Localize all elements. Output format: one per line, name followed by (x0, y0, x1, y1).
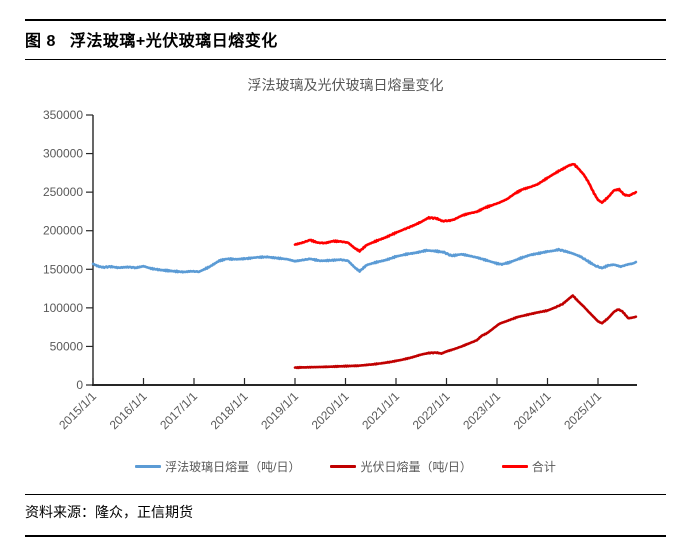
y-axis-label: 0 (76, 378, 83, 392)
y-axis-label: 300000 (43, 147, 83, 161)
legend-item-total: 合计 (501, 458, 556, 475)
legend-label: 浮法玻璃日熔量（吨/日） (165, 460, 301, 474)
x-axis-label: 2024/1/1 (511, 389, 554, 432)
figure-caption: 图 8 浮法玻璃+光伏玻璃日熔变化 (25, 27, 278, 51)
legend-item-pv-glass: 光伏日熔量（吨/日） (330, 458, 472, 475)
series-line-1 (293, 294, 638, 370)
y-axis-label: 200000 (43, 224, 83, 238)
x-axis-label: 2018/1/1 (208, 389, 251, 432)
header-bottom-rule (25, 59, 666, 60)
header-top-rule (25, 19, 666, 21)
series-line-0 (91, 247, 638, 274)
float-glass-line-swatch (135, 465, 162, 468)
x-axis-label: 2023/1/1 (460, 389, 503, 432)
pv-glass-line-swatch (330, 465, 357, 468)
x-axis-label: 2025/1/1 (561, 389, 604, 432)
x-axis-label: 2015/1/1 (56, 389, 99, 432)
legend-item-float-glass: 浮法玻璃日熔量（吨/日） (135, 458, 300, 475)
x-axis-label: 2020/1/1 (309, 389, 352, 432)
series-line-2 (293, 162, 638, 253)
x-axis-label: 2017/1/1 (157, 389, 200, 432)
figure-title: 浮法玻璃+光伏玻璃日熔变化 (69, 33, 278, 50)
y-axis-label: 100000 (43, 301, 83, 315)
chart-title: 浮法玻璃及光伏玻璃日熔量变化 (247, 77, 444, 93)
figure-number: 图 8 (25, 33, 56, 50)
y-axis-label: 350000 (43, 108, 83, 122)
footer-bottom-rule (25, 535, 666, 537)
x-axis-label: 2021/1/1 (359, 389, 402, 432)
legend-label: 合计 (531, 460, 556, 474)
y-axis-label: 50000 (50, 339, 84, 353)
chart-legend: 浮法玻璃日熔量（吨/日） 光伏日熔量（吨/日） 合计 (0, 458, 691, 475)
total-line-swatch (501, 465, 528, 468)
chart-canvas: 0 50000 100000 150000 200000 250000 300000 3500… (43, 108, 638, 432)
x-axis-label: 2022/1/1 (410, 389, 453, 432)
legend-label: 光伏日熔量（吨/日） (360, 460, 472, 474)
y-axis-label: 250000 (43, 185, 83, 199)
footer-top-rule (25, 494, 666, 495)
y-axis-label: 150000 (43, 262, 83, 276)
x-axis-label: 2016/1/1 (107, 389, 150, 432)
x-axis-label: 2019/1/1 (258, 389, 301, 432)
data-source: 资料来源：隆众，正信期货 (25, 506, 193, 521)
